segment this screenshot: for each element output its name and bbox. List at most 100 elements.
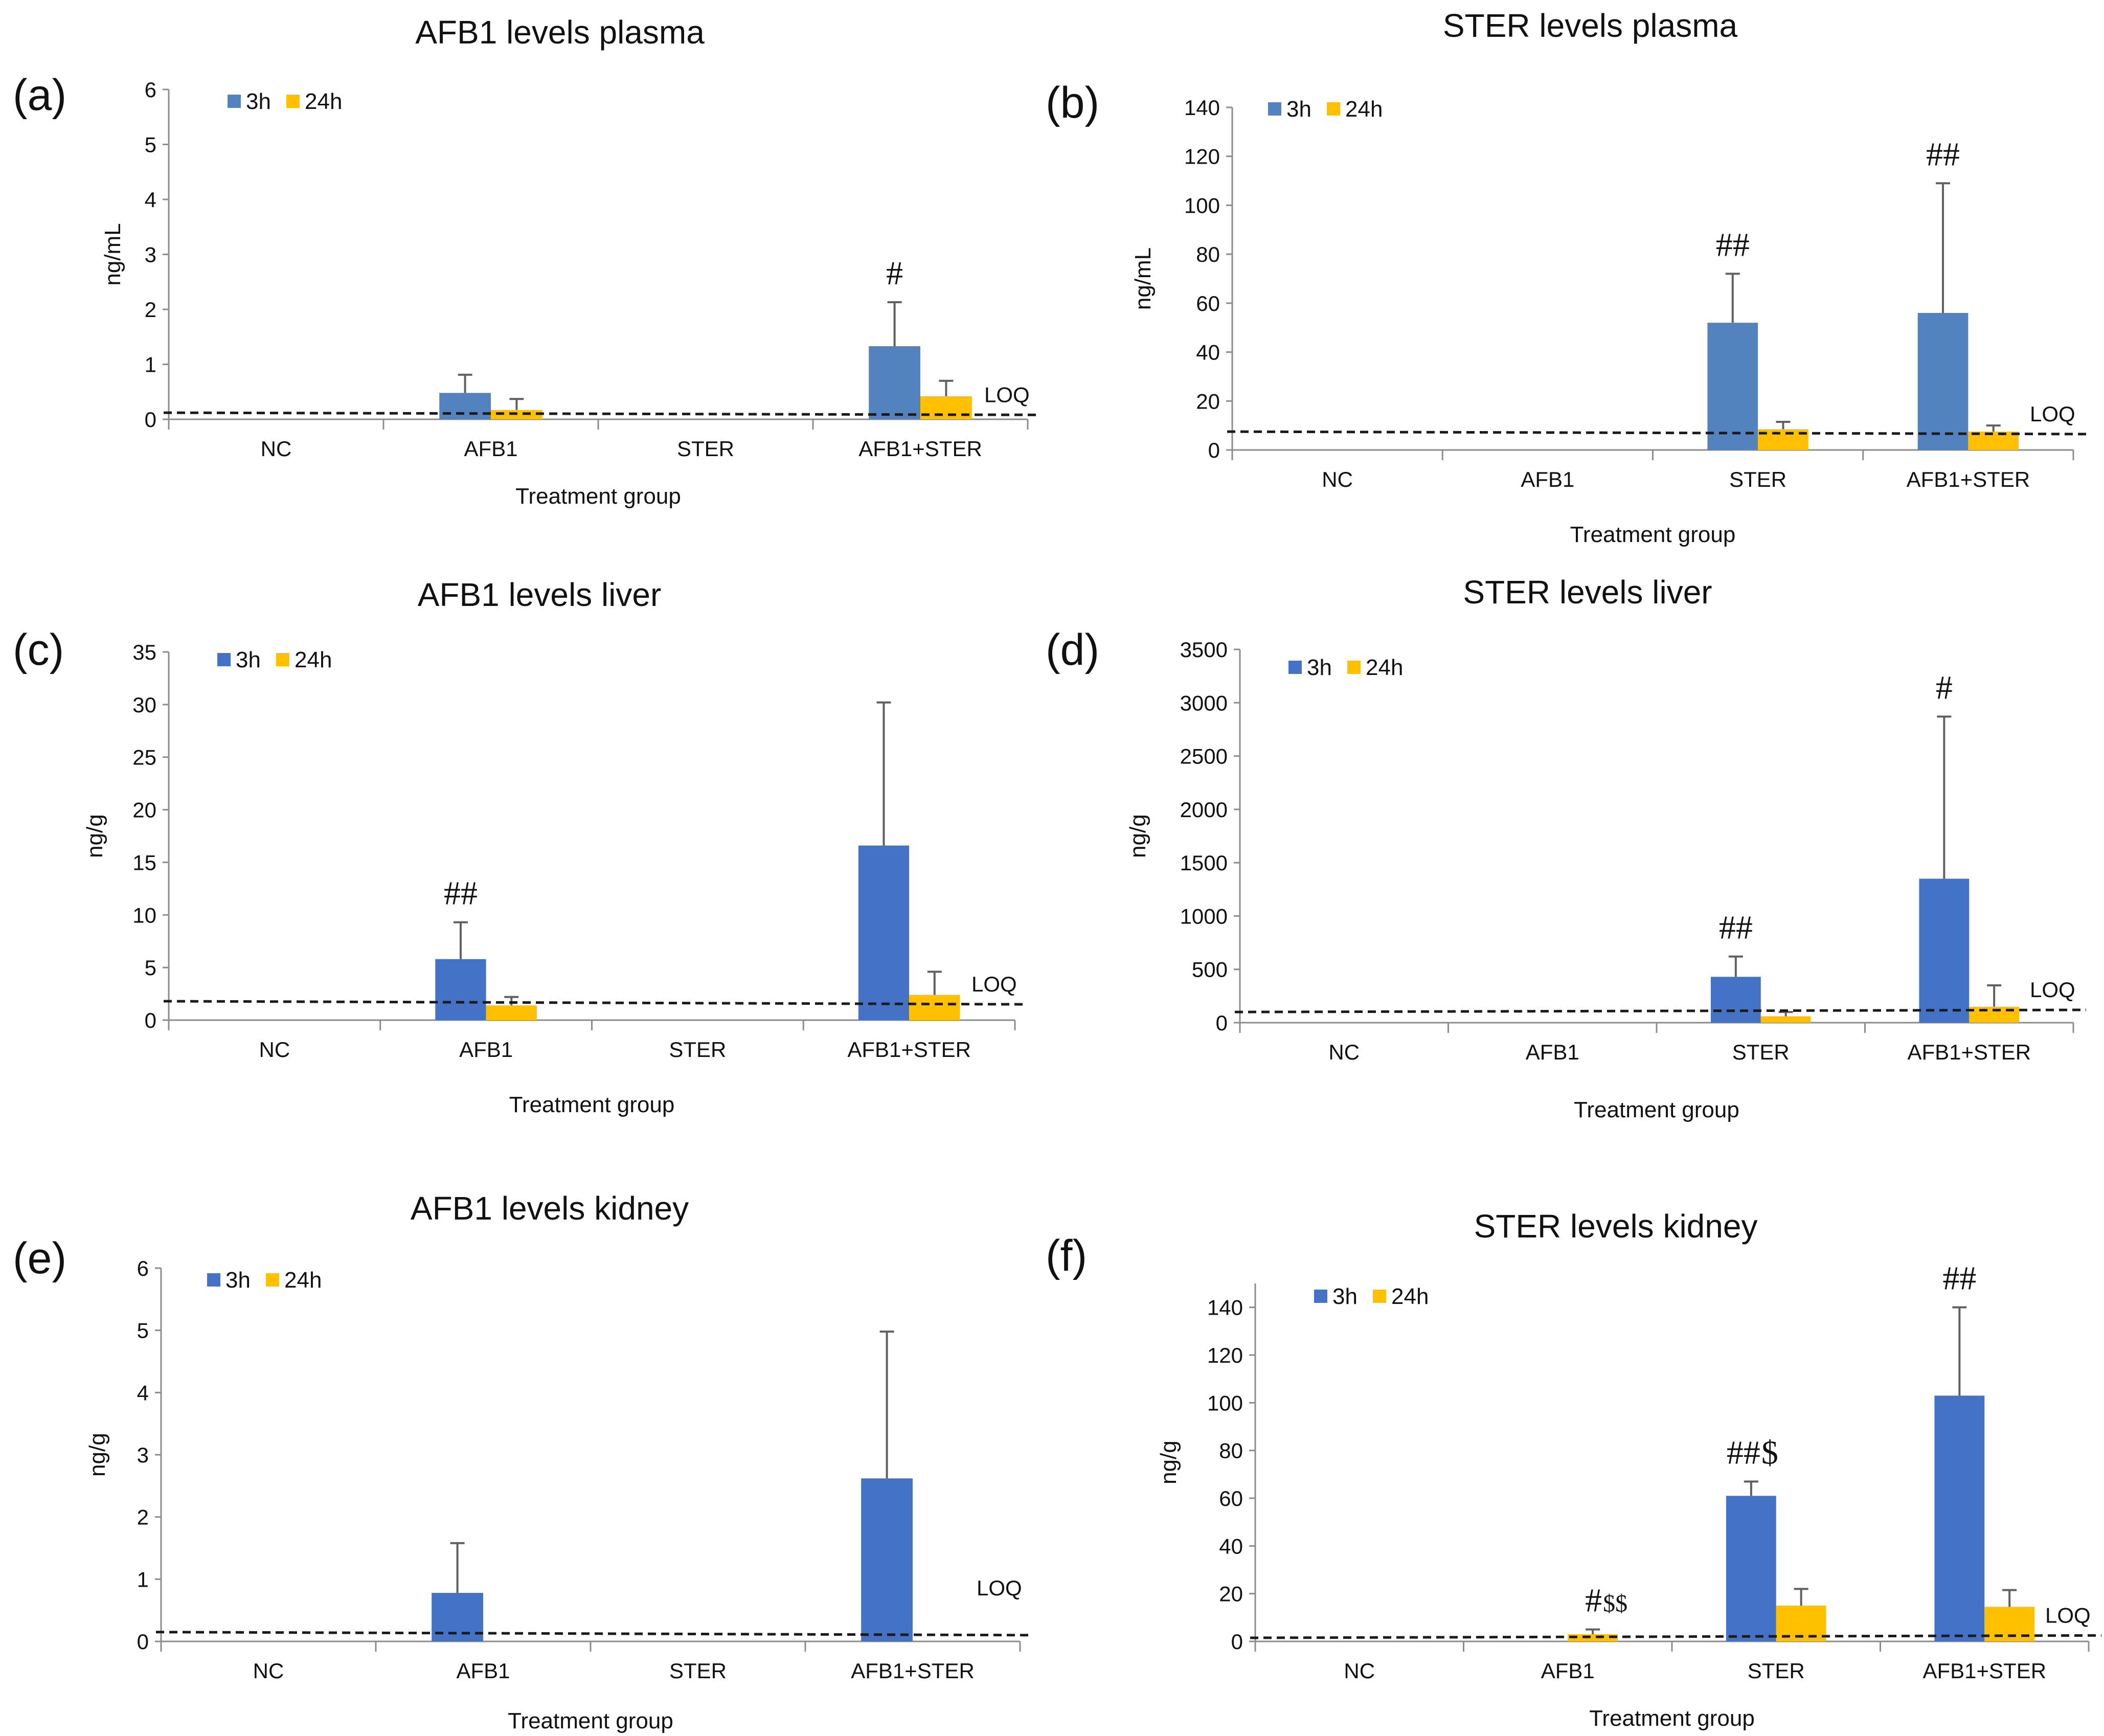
bar-24h-AFB1 xyxy=(1568,1634,1618,1641)
bar-3h-AFB1 xyxy=(439,393,491,419)
y-tick-label: 4 xyxy=(137,1381,149,1405)
loq-label: LOQ xyxy=(977,1576,1022,1600)
bar-3h-AFB1+STER xyxy=(1934,1395,1985,1641)
bar-3h-AFB1+STER xyxy=(1919,878,1970,1023)
y-tick-label: 5 xyxy=(145,133,156,157)
y-tick-label: 3000 xyxy=(1180,691,1228,715)
y-tick-label: 1500 xyxy=(1180,851,1228,875)
legend-label: 24h xyxy=(284,1268,322,1293)
chart-panel-d: STER levels liver (d) 0 500 1000 1500 2000 2500… xyxy=(1046,574,2087,1122)
legend-swatch-3h xyxy=(1314,1290,1327,1303)
y-tick-label: 60 xyxy=(1196,291,1220,315)
significance-suffix: $ xyxy=(1761,1434,1778,1471)
legend-swatch-24h xyxy=(1347,661,1361,674)
y-tick-label: 25 xyxy=(132,746,156,770)
y-tick-label: 40 xyxy=(1219,1534,1243,1558)
y-tick-label: 0 xyxy=(1208,438,1220,462)
chart-panel-a: AFB1 levels plasma (a) 0 1 2 3 4 5 6 NC AFB1 STER AF… xyxy=(13,14,1041,509)
y-tick-label: 100 xyxy=(1207,1391,1243,1415)
bar-3h-AFB1+STER xyxy=(858,845,910,1020)
chart-title: STER levels liver xyxy=(1463,574,1712,611)
y-tick-label: 1 xyxy=(137,1567,149,1591)
chart-title: STER levels plasma xyxy=(1443,7,1738,44)
x-tick-label: STER xyxy=(1748,1659,1805,1683)
significance-marker: # xyxy=(1936,669,1953,706)
y-tick-label: 5 xyxy=(137,1319,149,1343)
x-tick-label: AFB1+STER xyxy=(847,1038,971,1062)
legend-swatch-24h xyxy=(286,95,300,108)
x-tick-label: STER xyxy=(677,437,734,461)
significance-marker: ## xyxy=(1926,136,1960,173)
y-tick-label: 140 xyxy=(1207,1296,1243,1320)
y-tick-label: 5 xyxy=(145,956,156,980)
y-tick-label: 100 xyxy=(1184,193,1220,217)
bar-24h-AFB1+STER xyxy=(909,995,960,1020)
legend-swatch-24h xyxy=(1373,1290,1386,1303)
significance-suffix: $$ xyxy=(1603,1590,1627,1617)
chart-title: STER levels kidney xyxy=(1474,1208,1758,1245)
legend-label: 3h xyxy=(1332,1284,1358,1309)
legend-swatch-24h xyxy=(1327,102,1340,116)
y-tick-label: 0 xyxy=(137,1630,149,1654)
x-tick-label: STER xyxy=(1729,467,1786,491)
y-tick-label: 0 xyxy=(1231,1630,1243,1654)
chart-title: AFB1 levels kidney xyxy=(411,1190,689,1227)
x-tick-label: AFB1 xyxy=(1521,467,1574,491)
y-tick-label: 80 xyxy=(1219,1439,1243,1463)
x-axis-label: Treatment group xyxy=(509,1092,675,1117)
bar-3h-STER xyxy=(1710,977,1761,1023)
legend-label: 24h xyxy=(305,89,342,114)
y-tick-label: 10 xyxy=(132,903,156,927)
chart-panel-f: STER levels kidney (f) 0 20 40 60 80 100 120 140 N… xyxy=(1046,1208,2102,1731)
legend-label: 3h xyxy=(246,89,271,114)
panel-label: (c) xyxy=(13,625,64,674)
legend-label: 3h xyxy=(225,1268,251,1293)
x-axis-label: Treatment group xyxy=(1589,1706,1755,1731)
y-tick-label: 0 xyxy=(145,408,156,432)
bar-3h-AFB1 xyxy=(435,959,486,1020)
legend-swatch-24h xyxy=(276,653,289,666)
x-tick-label: AFB1 xyxy=(459,1038,513,1062)
bar-3h-AFB1+STER xyxy=(861,1478,913,1641)
legend-label: 24h xyxy=(1391,1284,1429,1309)
y-tick-label: 20 xyxy=(1219,1582,1243,1606)
bar-3h-STER xyxy=(1707,323,1758,450)
x-tick-label: AFB1+STER xyxy=(1922,1659,2046,1683)
legend-label: 24h xyxy=(295,647,332,672)
significance-marker: ## xyxy=(1716,226,1750,263)
x-axis-label: Treatment group xyxy=(1574,1097,1739,1122)
y-tick-label: 2500 xyxy=(1180,745,1228,769)
legend-label: 24h xyxy=(1366,655,1403,680)
y-tick-label: 1 xyxy=(145,353,156,377)
significance-marker: # xyxy=(886,255,903,292)
x-axis-label: Treatment group xyxy=(508,1708,673,1733)
loq-line xyxy=(163,1000,1028,1006)
bar-24h-AFB1 xyxy=(486,1005,537,1020)
y-tick-label: 20 xyxy=(1196,389,1220,413)
x-tick-label: AFB1 xyxy=(1526,1040,1579,1064)
y-tick-label: 30 xyxy=(132,693,156,717)
x-tick-label: AFB1+STER xyxy=(851,1659,975,1683)
loq-label: LOQ xyxy=(984,382,1030,407)
legend-label: 3h xyxy=(236,647,261,672)
y-axis-label: ng/mL xyxy=(100,223,125,285)
x-axis-label: Treatment group xyxy=(1570,522,1736,547)
x-axis-label: Treatment group xyxy=(515,484,681,509)
chart-title: AFB1 levels liver xyxy=(418,576,662,613)
y-tick-label: 80 xyxy=(1196,242,1220,266)
y-axis-label: ng/g xyxy=(82,814,107,858)
significance-marker: ## xyxy=(1719,909,1753,946)
y-tick-label: 1000 xyxy=(1180,904,1228,928)
significance-marker: ## xyxy=(1942,1260,1976,1297)
y-tick-label: 40 xyxy=(1196,341,1220,365)
y-tick-label: 20 xyxy=(132,798,156,822)
significance-marker: ## xyxy=(444,875,478,912)
panel-label: (b) xyxy=(1046,78,1099,127)
significance-marker: ## xyxy=(1727,1434,1760,1471)
x-tick-label: NC xyxy=(261,437,292,461)
y-axis-label: ng/mL xyxy=(1130,247,1156,310)
loq-line xyxy=(1250,1634,2102,1639)
y-axis-label: ng/g xyxy=(1156,1440,1181,1484)
loq-label: LOQ xyxy=(2030,402,2075,426)
